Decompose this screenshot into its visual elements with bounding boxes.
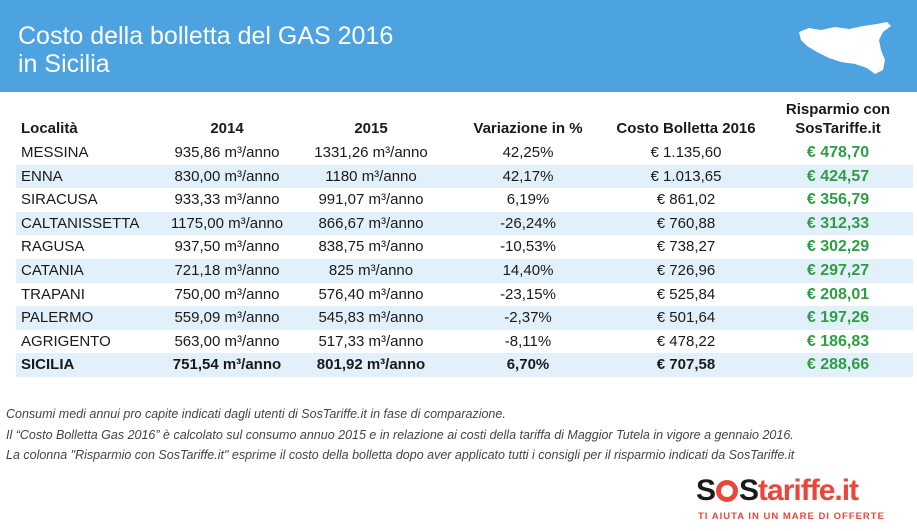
table-row: ENNA 830,00 m³/anno 1180 m³/anno 42,17% € 1.… [16, 164, 913, 189]
cell-variazione: -10,53% [500, 238, 556, 256]
cell-variazione: 14,40% [447, 258, 609, 283]
table-row: RAGUSA 937,50 m³/anno 838,75 m³/anno -10,53… [16, 235, 913, 259]
cell-2014: 563,00 m³/anno [174, 332, 280, 350]
page-title: Costo della bolletta del GAS 2016 in Sic… [18, 22, 394, 78]
header-banner: Costo della bolletta del GAS 2016 in Sic… [0, 0, 917, 92]
cell-localita: MESSINA [21, 144, 89, 161]
cell-2014: 721,18 m³/anno [159, 258, 295, 283]
cell-2015: 838,75 m³/anno [318, 238, 424, 256]
cell-localita: TRAPANI [21, 285, 85, 303]
sicily-map-icon [799, 22, 891, 74]
cell-2015: 825 m³/anno [295, 258, 447, 283]
cell-risparmio: € 356,79 [806, 191, 870, 209]
table-row: TRAPANI 750,00 m³/anno 576,40 m³/anno -23,1… [16, 283, 913, 307]
cell-localita: SIRACUSA [21, 191, 98, 209]
cell-localita: SICILIA [16, 353, 159, 377]
cell-variazione: 42,17% [447, 164, 609, 189]
cell-costo: € 1.135,60 [650, 144, 722, 161]
cell-localita: PALERMO [16, 306, 159, 330]
cell-risparmio: € 312,33 [763, 211, 913, 236]
cell-localita: CALTANISSETTA [16, 211, 159, 236]
cell-2014: 751,54 m³/anno [159, 353, 295, 377]
cell-risparmio: € 186,83 [806, 332, 870, 350]
cell-localita: RAGUSA [21, 238, 85, 256]
cell-costo: € 478,22 [656, 332, 716, 350]
cell-risparmio: € 302,29 [806, 238, 870, 256]
sostariffe-logo: S Stariffe.it TI AIUTA IN UN MARE DI OFFE… [696, 474, 906, 528]
cell-risparmio: € 424,57 [763, 164, 913, 189]
cell-2014: 1175,00 m³/anno [159, 211, 295, 236]
cell-costo: € 707,58 [609, 353, 763, 377]
cell-costo: € 501,64 [609, 306, 763, 330]
cell-2014: 937,50 m³/anno [174, 238, 280, 256]
cell-costo: € 738,27 [656, 238, 716, 256]
cell-2014: 935,86 m³/anno [174, 144, 280, 161]
col-header-risparmio: Risparmio con SosTariffe.it [785, 101, 891, 137]
cell-costo: € 1.013,65 [609, 164, 763, 189]
cell-costo: € 525,84 [656, 285, 716, 303]
cell-risparmio: € 297,27 [763, 258, 913, 283]
logo-wordmark: S Stariffe.it [696, 474, 859, 507]
cell-variazione: -26,24% [447, 211, 609, 236]
cell-2015: 1331,26 m³/anno [314, 144, 428, 161]
table-row: CALTANISSETTA 1175,00 m³/anno 866,67 m³/an… [16, 211, 913, 236]
table-row: SIRACUSA 933,33 m³/anno 991,07 m³/anno 6,19… [16, 188, 913, 212]
footnote-3: La colonna "Risparmio con SosTariffe.it"… [6, 448, 795, 462]
cell-2015: 801,92 m³/anno [295, 353, 447, 377]
logo-tagline: TI AIUTA IN UN MARE DI OFFERTE [698, 511, 885, 522]
cell-variazione: 6,19% [506, 191, 550, 209]
table-row: AGRIGENTO 563,00 m³/anno 517,33 m³/anno -8,… [16, 330, 913, 354]
table-body: MESSINA 935,86 m³/anno 1331,26 m³/anno 42,2… [16, 141, 913, 377]
cell-variazione: -23,15% [500, 285, 556, 303]
table-header-row: Località 2014 2015 Variazione in % Costo… [16, 98, 913, 141]
cell-2015: 866,67 m³/anno [295, 211, 447, 236]
col-header-2014: 2014 [210, 120, 244, 137]
cell-localita: AGRIGENTO [21, 332, 111, 350]
cell-2015: 991,07 m³/anno [318, 191, 424, 209]
cell-risparmio: € 288,66 [763, 353, 913, 377]
cell-costo: € 726,96 [609, 258, 763, 283]
cell-risparmio: € 478,70 [806, 144, 870, 161]
cell-2014: 933,33 m³/anno [174, 191, 280, 209]
cell-variazione: -8,11% [504, 332, 552, 350]
col-header-variazione: Variazione in % [473, 120, 583, 137]
cell-2014: 750,00 m³/anno [174, 285, 280, 303]
cell-variazione: 42,25% [502, 144, 554, 161]
cell-2014: 559,09 m³/anno [159, 306, 295, 330]
footnote-2: Il “Costo Bolletta Gas 2016” è calcolato… [6, 427, 794, 442]
footnote-1: Consumi medi annui pro capite indicati d… [6, 407, 506, 421]
cell-localita: CATANIA [16, 258, 159, 283]
table-row: PALERMO 559,09 m³/anno 545,83 m³/anno -2,37… [16, 306, 913, 330]
col-header-costo: Costo Bolletta 2016 [616, 120, 756, 137]
cell-costo: € 760,88 [609, 211, 763, 236]
cell-variazione: -2,37% [447, 306, 609, 330]
cell-2014: 830,00 m³/anno [159, 164, 295, 189]
table-row: MESSINA 935,86 m³/anno 1331,26 m³/anno 42,2… [16, 141, 913, 165]
cell-2015: 517,33 m³/anno [318, 332, 424, 350]
cell-risparmio: € 208,01 [806, 285, 870, 303]
footnotes: Consumi medi annui pro capite indicati d… [6, 404, 794, 466]
col-header-localita: Località [21, 120, 78, 137]
cell-variazione: 6,70% [447, 353, 609, 377]
lifebuoy-icon [716, 480, 739, 502]
gas-cost-table: Località 2014 2015 Variazione in % Costo… [16, 98, 913, 377]
col-header-2015: 2015 [354, 120, 388, 137]
cell-2015: 576,40 m³/anno [318, 285, 424, 303]
cell-localita: ENNA [16, 164, 159, 189]
cell-2015: 545,83 m³/anno [295, 306, 447, 330]
table-row: CATANIA 721,18 m³/anno 825 m³/anno 14,40% € … [16, 258, 913, 283]
table-row: SICILIA 751,54 m³/anno 801,92 m³/anno 6,70%… [16, 353, 913, 377]
cell-costo: € 861,02 [656, 191, 716, 209]
cell-risparmio: € 197,26 [763, 306, 913, 330]
cell-2015: 1180 m³/anno [295, 164, 447, 189]
